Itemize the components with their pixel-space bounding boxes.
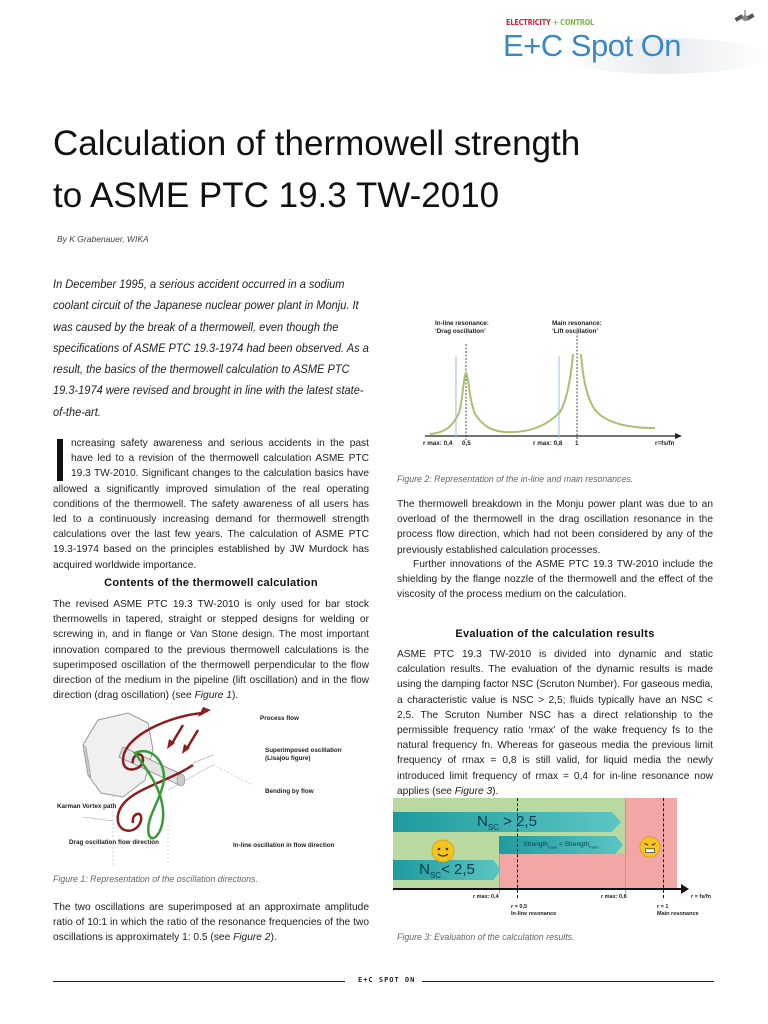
dropcap-bar xyxy=(57,439,63,481)
figure3-link[interactable]: Figure 3 xyxy=(454,785,493,797)
section1-paragraph: The revised ASME PTC 19.3 TW-2010 is onl… xyxy=(53,597,369,703)
oscillation-diagram xyxy=(82,707,254,865)
figure2-caption: Figure 2: Representation of the in-line … xyxy=(397,474,634,484)
byline: By K Grabenauer, WIKA xyxy=(57,234,149,244)
strength-case-sub: Case xyxy=(547,844,558,850)
tick-rmax-04: r max: 0,4 xyxy=(423,440,453,447)
footer-rule-left xyxy=(53,981,345,982)
arrow-nsc-gt: NSC > 2,5 xyxy=(393,812,621,832)
intro-paragraph: ncreasing safety awareness and serious a… xyxy=(53,436,369,573)
brand-title: E+C Spot On xyxy=(503,28,682,63)
rmax-08-line xyxy=(625,798,626,893)
tick-rmax-08: r max: 0,8 xyxy=(533,440,563,447)
label-karman: Karman Vortex path xyxy=(57,803,117,810)
label-inline-line2: ‘Drag oscillation’ xyxy=(435,327,486,335)
lede-paragraph: In December 1995, a serious accident occ… xyxy=(53,277,369,419)
ratio-paragraph: The two oscillations are superimposed at… xyxy=(53,900,369,946)
tick-05: 0,5 xyxy=(462,440,471,447)
page-title: Calculation of thermowell strength to AS… xyxy=(53,118,733,222)
nsc-gt-sub: SC xyxy=(487,823,499,832)
tick-r05-label: In-line resonance xyxy=(511,910,557,917)
label-inline: In-line oscillation in flow direction xyxy=(233,842,335,849)
brand-swoosh xyxy=(560,38,768,74)
figure3-caption: Figure 3: Evaluation of the calculation … xyxy=(397,932,575,942)
footer-label: E+C SPOT ON xyxy=(358,976,416,984)
nsc-lt-n: N xyxy=(419,861,430,878)
section-heading-contents: Contents of the thermowell calculation xyxy=(104,577,318,589)
label-lisajou: (Lisajou figure) xyxy=(265,755,311,762)
happy-face-icon xyxy=(431,839,455,863)
ratio-text: The two oscillations are superimposed at… xyxy=(53,902,369,944)
tick-r05-value: r = 0,5 xyxy=(511,904,528,910)
label-inline-resonance: In-line resonance: ‘Drag oscillation’ xyxy=(435,320,489,335)
title-line-2: to ASME PTC 19.3 TW-2010 xyxy=(53,176,500,215)
rmax-04-line xyxy=(499,853,500,893)
strength-case: Strength xyxy=(523,841,548,848)
ratio-end: ). xyxy=(270,932,277,944)
label-process-flow: Process flow xyxy=(260,715,299,722)
r05-line xyxy=(517,798,518,898)
section1-end: ). xyxy=(231,690,239,702)
arrow-strength: StrengthCase < StrengthPerm xyxy=(499,836,623,854)
tick-1: 1 xyxy=(575,440,579,447)
figure2-link[interactable]: Figure 2 xyxy=(233,932,271,944)
strength-perm: < Strength xyxy=(557,841,590,848)
nsc-gt-n: N xyxy=(477,813,488,830)
tick-r1-label: Main resonance xyxy=(657,910,699,917)
tick-r1: r = 1 Main resonance xyxy=(657,904,699,917)
figure1-link[interactable]: Figure 1 xyxy=(194,690,232,702)
section1-text: The revised ASME PTC 19.3 TW-2010 is onl… xyxy=(53,599,369,702)
unsafe-zone-inline xyxy=(499,853,625,888)
figure-3: NSC > 2,5 StrengthCase < StrengthPerm NS… xyxy=(393,798,723,918)
nsc-lt-sub: SC xyxy=(429,871,442,880)
resonance-chart xyxy=(425,332,682,440)
arrow-nsc-lt: NSC< 2,5 xyxy=(393,860,501,880)
brand-word-electricity: ELECTRICITY xyxy=(506,18,551,27)
x-axis xyxy=(393,888,683,890)
strength-perm-sub: Perm xyxy=(589,844,599,850)
axis-arrow-icon xyxy=(681,884,689,894)
section2-text: ASME PTC 19.3 TW-2010 is divided into dy… xyxy=(397,649,713,797)
nsc-gt-val: > 2,5 xyxy=(499,813,537,830)
tick-r1-value: r = 1 xyxy=(657,904,669,910)
satellite-icon xyxy=(734,10,755,22)
title-line-1: Calculation of thermowell strength xyxy=(53,124,581,163)
intro-text: ncreasing safety awareness and serious a… xyxy=(53,438,369,571)
label-main-line1: Main resonance: xyxy=(552,320,602,327)
figure-1: Process flow Superimposed oscillation (L… xyxy=(53,705,353,865)
monju-paragraph: The thermowell breakdown in the Monju po… xyxy=(397,499,713,556)
label-main-line2: ‘Lift oscillation’ xyxy=(552,327,599,335)
section-heading-evaluation: Evaluation of the calculation results xyxy=(455,628,655,640)
innovations-paragraph: Further innovations of the ASME PTC 19.3… xyxy=(397,559,713,601)
nsc-lt-val: < 2,5 xyxy=(441,861,475,878)
tick-r05: r = 0,5 In-line resonance xyxy=(511,904,556,917)
tick-axis-label: r=fs/fn xyxy=(655,440,675,447)
tick-axis: r = fs/fn xyxy=(691,894,712,900)
figure-2: In-line resonance: ‘Drag oscillation’ Mai… xyxy=(395,318,695,458)
label-main-resonance: Main resonance: ‘Lift oscillation’ xyxy=(552,320,602,335)
brand-electricity-control: ELECTRICITY + CONTROL xyxy=(506,18,594,27)
section2-end: ). xyxy=(492,785,499,797)
section2-paragraph: ASME PTC 19.3 TW-2010 is divided into dy… xyxy=(397,647,713,799)
label-inline-line1: In-line resonance: xyxy=(435,320,489,327)
label-superimposed: Superimposed oscillation xyxy=(265,747,342,754)
brand-word-control: + CONTROL xyxy=(552,18,595,27)
tick-rmax-08: r max: 0,8 xyxy=(601,894,627,900)
r1-line xyxy=(663,798,664,898)
label-drag: Drag oscillation flow direction xyxy=(69,839,159,846)
footer-rule-right xyxy=(422,981,714,982)
label-bending: Bending by flow xyxy=(265,788,314,795)
tick-rmax-04: r max: 0,4 xyxy=(473,894,499,900)
figure1-caption: Figure 1: Representation of the oscillat… xyxy=(53,874,258,884)
angry-face-icon xyxy=(639,836,661,858)
